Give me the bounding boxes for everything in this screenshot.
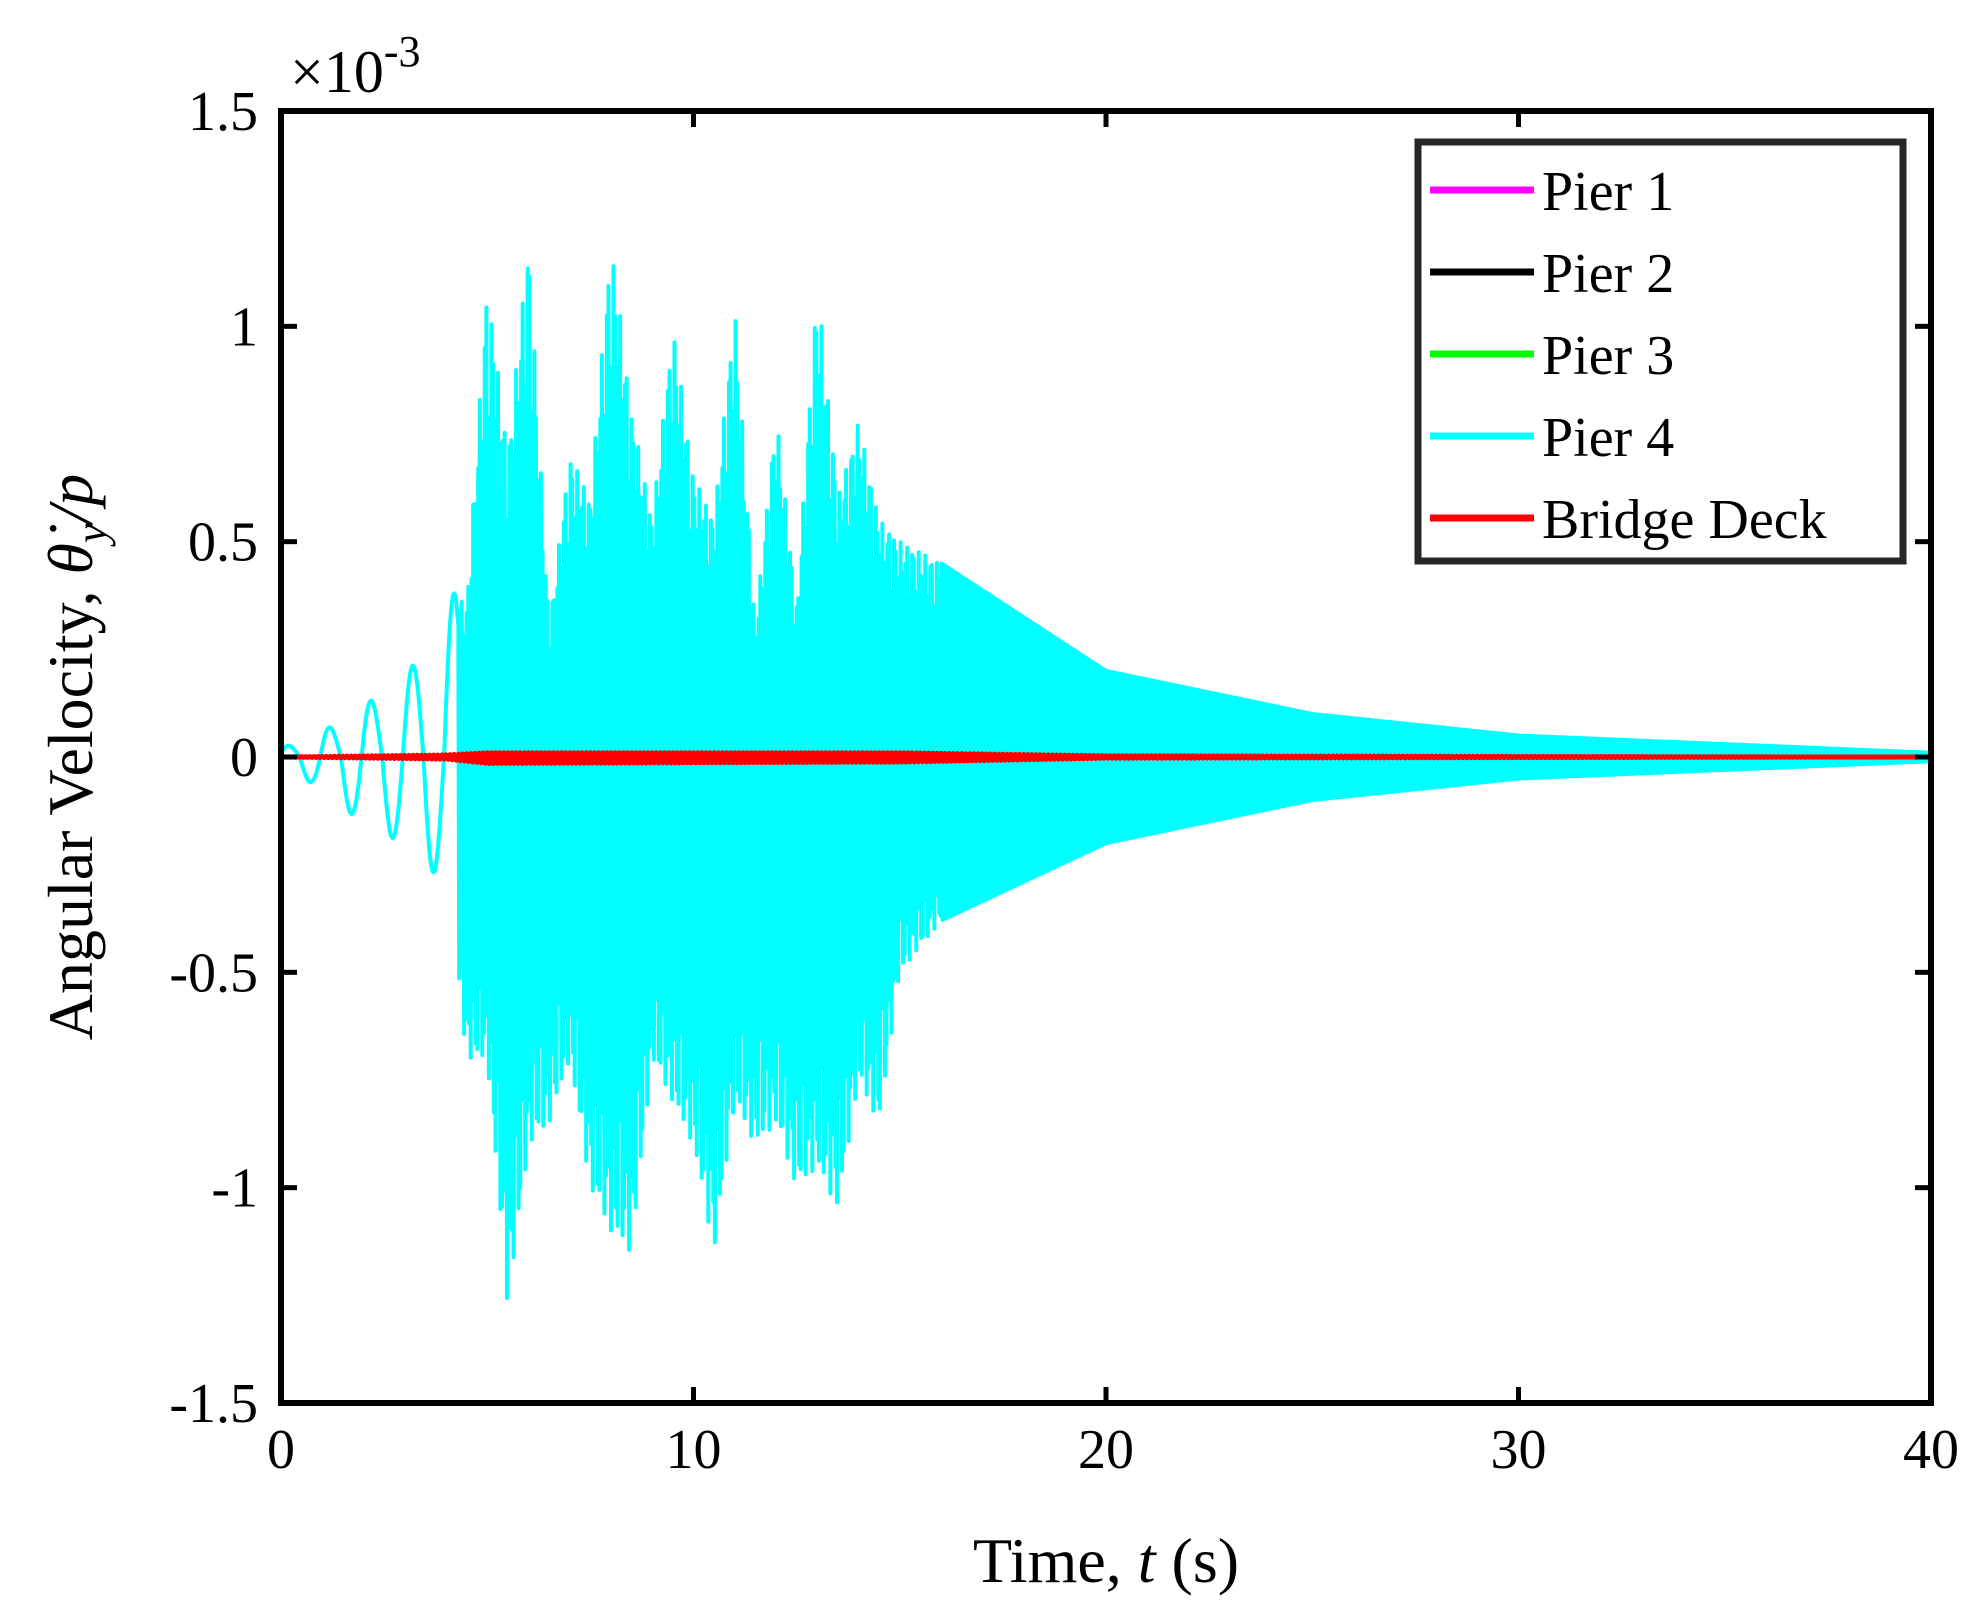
ticks: [278, 108, 1934, 1406]
y-axis-label: Angular Velocity, θ̇y/p: [35, 474, 116, 1040]
legend-label: Pier 1: [1542, 161, 1674, 223]
y-tick-label: 0.5: [188, 512, 258, 574]
y-tick-label: 0: [230, 727, 258, 789]
x-axis-label: Time, t (s): [973, 1525, 1239, 1596]
legend-label: Bridge Deck: [1542, 489, 1827, 551]
x-tick-label: 20: [1078, 1419, 1134, 1481]
series-line-pier-4: [279, 264, 1933, 1300]
plot-lines: [279, 264, 1933, 1300]
x-tick-label: 10: [666, 1419, 722, 1481]
series-line-bridge-deck: [280, 750, 1932, 766]
y-tick-label: -0.5: [169, 942, 258, 1004]
y-tick-label: -1.5: [169, 1373, 258, 1435]
y-exponent-label: ×10-3: [290, 27, 421, 105]
x-tick-label: 0: [267, 1419, 295, 1481]
legend-label: Pier 4: [1542, 407, 1674, 469]
tick-labels: 0 10 20 30 40 -1.5 -1 -0.5 0 0.5 1 1.5: [169, 81, 1959, 1481]
x-tick-label: 30: [1491, 1419, 1547, 1481]
legend-label: Pier 2: [1542, 243, 1674, 305]
y-tick-label: 1: [230, 296, 258, 358]
y-tick-label: -1: [211, 1158, 258, 1220]
y-tick-label: 1.5: [188, 81, 258, 143]
x-tick-label: 40: [1903, 1419, 1959, 1481]
legend-label: Pier 3: [1542, 325, 1674, 387]
legend: Pier 1 Pier 2 Pier 3 Pier 4 Bridge Deck: [1414, 138, 1907, 565]
